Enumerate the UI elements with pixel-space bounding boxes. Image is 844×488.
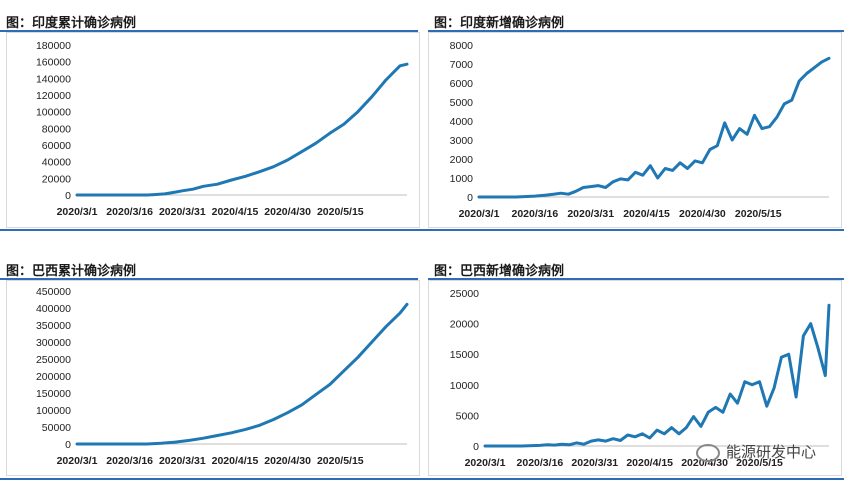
x-tick-label: 2020/5/15 <box>735 208 782 220</box>
x-tick-label: 2020/3/31 <box>159 206 206 218</box>
x-tick-label: 2020/3/16 <box>106 206 153 218</box>
series-line <box>75 302 409 446</box>
chart-svg: 0 1000 2000 3000 4000 5000 6000 7000 8000 2020/3/… <box>450 40 831 220</box>
section-divider <box>0 229 844 231</box>
x-tick-label: 2020/3/1 <box>57 455 98 467</box>
chart-header-brazil-cumulative: 图：巴西累计确诊病例 <box>0 256 418 280</box>
y-tick-label: 450000 <box>36 286 71 298</box>
y-tick-label: 5000 <box>450 97 474 109</box>
y-tick-label: 350000 <box>36 320 71 332</box>
y-tick-label: 140000 <box>36 73 71 85</box>
y-tick-label: 100000 <box>36 405 71 417</box>
y-tick-label: 60000 <box>42 140 71 152</box>
y-tick-label: 2000 <box>450 154 474 166</box>
y-tick-label: 400000 <box>36 303 71 315</box>
x-tick-label: 2020/4/30 <box>681 457 728 469</box>
section-divider <box>0 478 844 480</box>
y-tick-label: 300000 <box>36 337 71 349</box>
x-tick-label: 2020/5/15 <box>317 206 364 218</box>
y-tick-label: 0 <box>65 439 71 451</box>
watermark: 能源研发中心 <box>695 441 816 462</box>
x-tick-label: 2020/3/1 <box>459 208 500 220</box>
chart-panel-brazil-cumulative: 0 50000 100000 150000 200000 250000 300000 3500… <box>6 280 420 476</box>
x-tick-label: 2020/3/1 <box>57 206 98 218</box>
series-line <box>483 303 831 448</box>
y-tick-label: 10000 <box>450 380 479 392</box>
x-tick-label: 2020/3/31 <box>567 208 614 220</box>
y-tick-label: 15000 <box>450 349 479 361</box>
x-tick-label: 2020/4/30 <box>264 455 311 467</box>
y-tick-label: 150000 <box>36 388 71 400</box>
x-tick-label: 2020/4/15 <box>212 455 259 467</box>
y-tick-label: 25000 <box>450 288 479 300</box>
x-tick-label: 2020/4/15 <box>626 457 673 469</box>
chart-title: 图：印度新增确诊病例 <box>434 16 565 31</box>
x-tick-label: 2020/3/16 <box>517 457 564 469</box>
chart-svg: 0 5000 10000 15000 20000 25000 2020/3/1 2020/3/… <box>450 288 831 469</box>
y-tick-label: 0 <box>467 192 473 204</box>
chart-svg: 0 20000 40000 60000 80000 100000 120000 140000 1… <box>36 40 409 218</box>
x-tick-label: 2020/3/16 <box>106 455 153 467</box>
y-tick-label: 20000 <box>42 173 71 185</box>
chart-panel-india-daily: 0 1000 2000 3000 4000 5000 6000 7000 8000 2020/3/… <box>428 32 842 228</box>
y-tick-label: 250000 <box>36 354 71 366</box>
x-tick-label: 2020/5/15 <box>317 455 364 467</box>
chart-panel-brazil-daily: 0 5000 10000 15000 20000 25000 2020/3/1 2020/3/… <box>428 280 842 476</box>
chart-panel-india-cumulative: 0 20000 40000 60000 80000 100000 120000 140000 1… <box>6 32 420 228</box>
chart-title: 图：印度累计确诊病例 <box>6 16 137 31</box>
y-tick-label: 80000 <box>42 123 71 135</box>
y-tick-label: 120000 <box>36 90 71 102</box>
series-line <box>477 56 831 199</box>
chart-svg: 0 50000 100000 150000 200000 250000 300000 3500… <box>36 286 409 467</box>
series-line <box>75 62 409 197</box>
chart-title: 图：巴西累计确诊病例 <box>6 264 137 279</box>
x-tick-label: 2020/4/15 <box>623 208 670 220</box>
x-tick-label: 2020/3/31 <box>571 457 618 469</box>
y-tick-label: 180000 <box>36 40 71 52</box>
y-tick-label: 40000 <box>42 157 71 169</box>
y-tick-label: 50000 <box>42 422 71 434</box>
y-tick-label: 6000 <box>450 78 474 90</box>
chart-title: 图：巴西新增确诊病例 <box>434 264 565 279</box>
chart-header-brazil-daily: 图：巴西新增确诊病例 <box>428 256 844 280</box>
y-tick-label: 7000 <box>450 59 474 71</box>
wechat-icon <box>695 443 720 462</box>
y-tick-label: 0 <box>65 190 71 202</box>
x-tick-label: 2020/3/1 <box>465 457 506 469</box>
chart-header-india-daily: 图：印度新增确诊病例 <box>428 8 844 32</box>
y-tick-label: 4000 <box>450 116 474 128</box>
y-tick-label: 100000 <box>36 107 71 119</box>
y-tick-label: 5000 <box>456 410 480 422</box>
y-tick-label: 8000 <box>450 40 474 52</box>
y-tick-label: 3000 <box>450 135 474 147</box>
x-tick-label: 2020/4/30 <box>679 208 726 220</box>
y-tick-label: 200000 <box>36 371 71 383</box>
x-tick-label: 2020/3/31 <box>159 455 206 467</box>
x-tick-label: 2020/4/30 <box>264 206 311 218</box>
y-tick-label: 0 <box>473 441 479 453</box>
x-tick-label: 2020/3/16 <box>511 208 558 220</box>
x-tick-label: 2020/5/15 <box>736 457 783 469</box>
chart-header-india-cumulative: 图：印度累计确诊病例 <box>0 8 418 32</box>
y-tick-label: 20000 <box>450 319 479 331</box>
x-tick-label: 2020/4/15 <box>212 206 259 218</box>
y-tick-label: 160000 <box>36 57 71 69</box>
y-tick-label: 1000 <box>450 173 474 185</box>
watermark-text: 能源研发中心 <box>725 443 816 461</box>
